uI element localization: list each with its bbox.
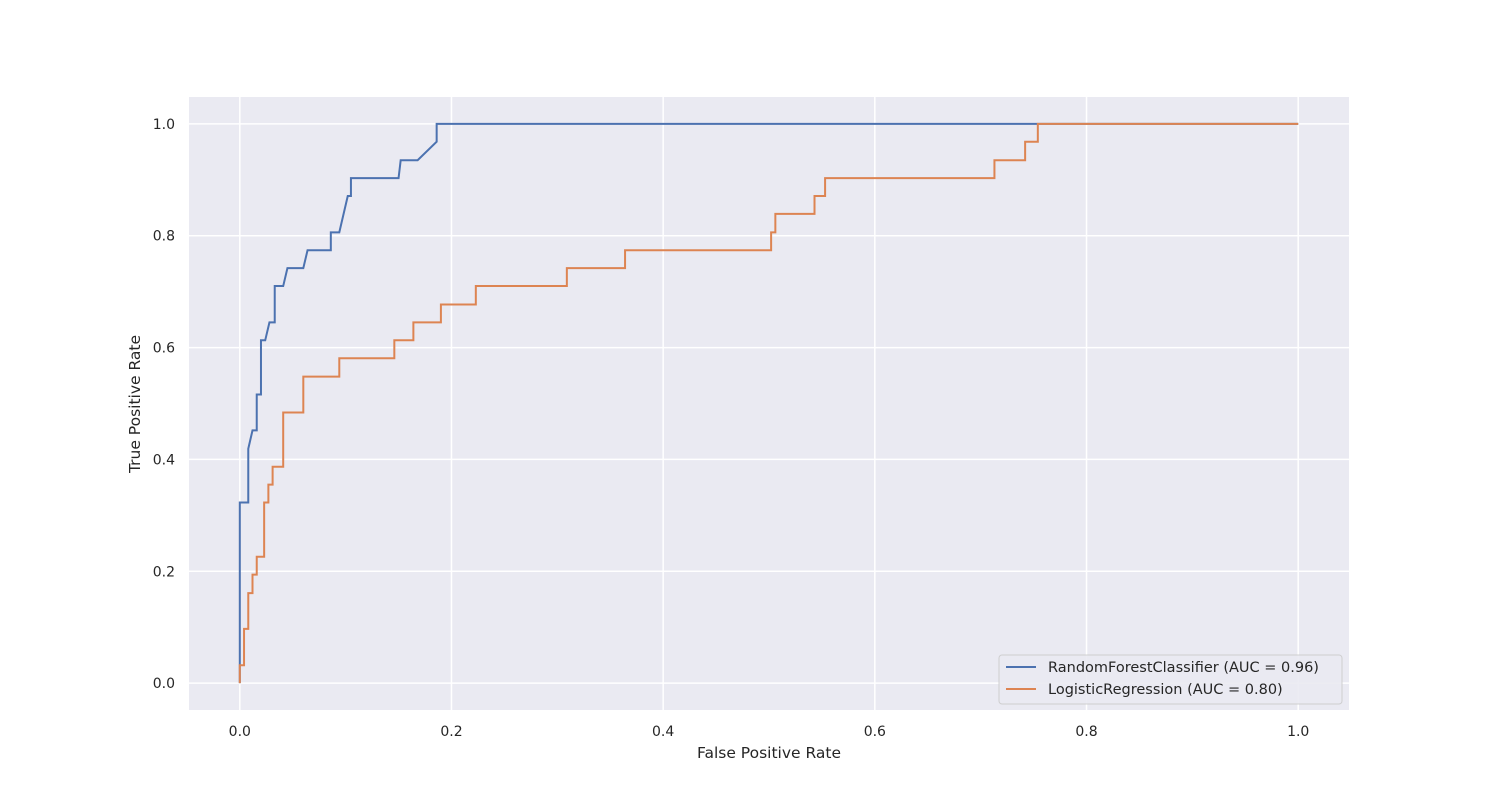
y-axis-label: True Positive Rate bbox=[126, 335, 144, 474]
logisticregression-roc-line bbox=[238, 122, 1299, 684]
x-tick-label: 1.0 bbox=[1287, 724, 1309, 740]
x-tick-label: 0.0 bbox=[229, 724, 251, 740]
grid-lines bbox=[189, 97, 1349, 710]
y-tick-label: 0.2 bbox=[153, 564, 175, 580]
legend-label-randomforest: RandomForestClassifier (AUC = 0.96) bbox=[1048, 660, 1319, 676]
randomforest-roc-line bbox=[238, 122, 1299, 684]
legend-label-logisticregression: LogisticRegression (AUC = 0.80) bbox=[1048, 682, 1283, 698]
y-tick-label: 1.0 bbox=[153, 117, 175, 133]
tick-labels: 0.0 0.2 0.4 0.6 0.8 1.0 0.0 0.2 0.4 0.6 0.8 1.0 bbox=[153, 117, 1310, 740]
x-tick-label: 0.4 bbox=[652, 724, 674, 740]
x-axis-label: False Positive Rate bbox=[697, 744, 841, 762]
x-tick-label: 0.6 bbox=[864, 724, 886, 740]
y-tick-label: 0.4 bbox=[153, 452, 175, 468]
plot-background bbox=[189, 97, 1349, 710]
x-tick-label: 0.2 bbox=[440, 724, 462, 740]
x-tick-label: 0.8 bbox=[1075, 724, 1097, 740]
series-lines bbox=[238, 122, 1299, 684]
legend-box bbox=[998, 654, 1343, 705]
y-tick-label: 0.8 bbox=[153, 229, 175, 245]
y-tick-label: 0.0 bbox=[153, 676, 175, 692]
y-tick-label: 0.6 bbox=[153, 341, 175, 357]
legend: RandomForestClassifier (AUC = 0.96) Logi… bbox=[998, 654, 1343, 705]
